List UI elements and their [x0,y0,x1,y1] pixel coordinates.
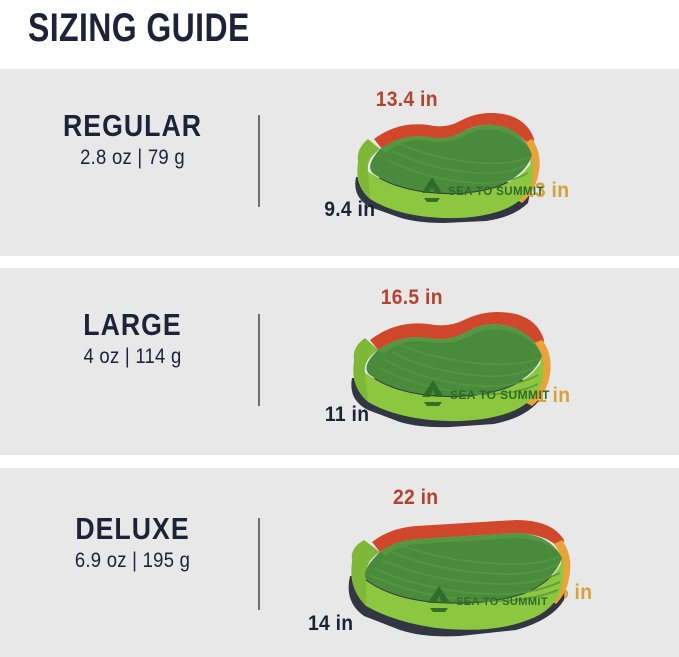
size-weight-large: 4 oz | 114 g [83,345,182,368]
pillow-logo-text-large: SEA TO SUMMIT [450,388,550,402]
sea-to-summit-logo-mark [422,380,444,406]
sea-to-summit-logo-mark [428,586,450,612]
size-info-regular: REGULAR 2.8 oz | 79 g [30,109,235,171]
dimension-front-large: 11 in [324,403,370,426]
size-name-deluxe: DELUXE [75,511,190,546]
size-name-regular: REGULAR [62,108,203,143]
size-weight-regular: 2.8 oz | 79 g [80,146,185,169]
dimension-front-deluxe: 14 in [307,612,354,635]
size-weight-deluxe: 6.9 oz | 195 g [74,549,191,572]
size-row-deluxe: DELUXE 6.9 oz | 195 g 22 in 5.5 in 14 in [0,468,679,657]
size-info-large: LARGE 4 oz | 114 g [30,308,235,370]
pillow-image-large: SEA TO SUMMIT [330,296,570,432]
page-title: SIZING GUIDE [28,6,250,50]
pillow-image-regular: SEA TO SUMMIT [336,99,566,229]
row-divider-regular [258,115,260,207]
dimension-top-deluxe: 22 in [392,486,439,509]
size-name-large: LARGE [83,307,182,342]
row-divider-large [258,314,260,406]
pillow-logo-text-regular: SEA TO SUMMIT [448,186,544,198]
row-divider-deluxe [258,518,260,610]
size-row-large: LARGE 4 oz | 114 g 16.5 in 5.1 in 11 in [0,268,679,455]
size-info-deluxe: DELUXE 6.9 oz | 195 g [30,512,235,574]
pillow-logo-text-deluxe: SEA TO SUMMIT [456,596,548,608]
pillow-image-deluxe: SEA TO SUMMIT [320,502,580,642]
dimension-top-large: 16.5 in [380,286,443,309]
sea-to-summit-logo-mark [422,177,442,202]
size-row-regular: REGULAR 2.8 oz | 79 g 13.4 in 4.3 in 9.4… [0,69,679,256]
dimension-front-regular: 9.4 in [324,198,376,221]
dimension-top-regular: 13.4 in [375,88,438,111]
